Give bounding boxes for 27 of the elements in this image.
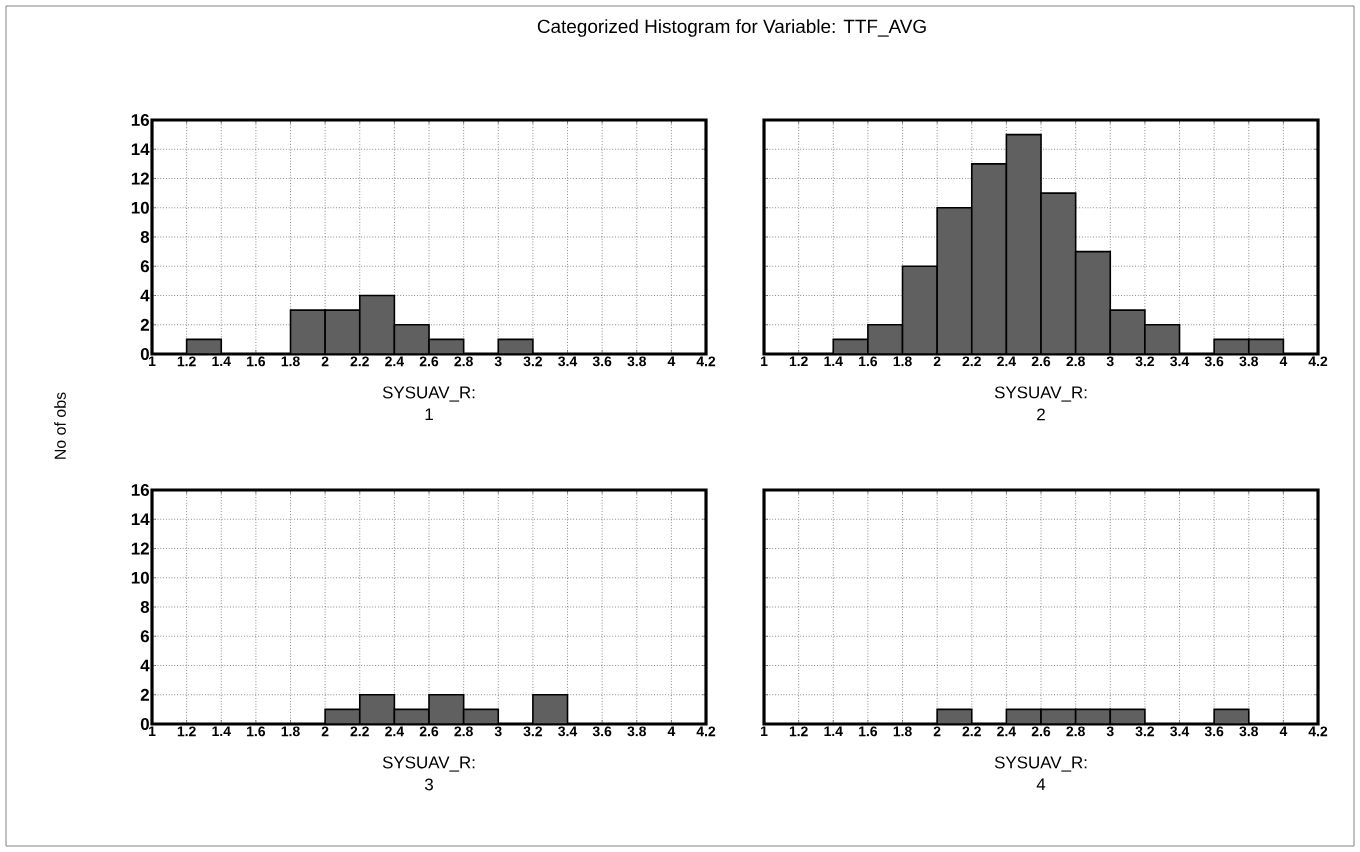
y-tick-label: 2	[140, 688, 149, 701]
y-tick-label: 2	[140, 318, 149, 331]
y-tick-label: 16	[131, 114, 150, 126]
y-tick-label: 6	[140, 630, 150, 643]
y-tick-label: 12	[131, 542, 149, 555]
text: 2	[1037, 408, 1045, 421]
y-tick-label: 8	[140, 601, 150, 613]
text: 3	[424, 778, 433, 791]
y-tick-label: 14	[131, 513, 150, 526]
text: 4	[1036, 778, 1046, 791]
y-tick-label: 16	[131, 484, 150, 496]
x-axis-title: SYSUAV_R:	[994, 386, 1087, 402]
y-tick-label: 4	[140, 659, 150, 672]
chart-title: Categorized Histogram for Variable: TTF_AVG	[537, 19, 926, 37]
y-tick-label: 8	[140, 231, 150, 243]
x-axis-title: SYSUAV_R:	[382, 386, 475, 402]
y-tick-label: 6	[140, 260, 150, 273]
y-tick-label: 10	[131, 201, 149, 214]
x-axis-title: SYSUAV_R:	[382, 756, 475, 772]
x-axis-title: SYSUAV_R:	[994, 756, 1087, 772]
y-tick-label: 0	[140, 718, 149, 730]
y-tick-label: 0	[140, 348, 149, 360]
y-tick-label: 14	[131, 143, 150, 156]
y-tick-label: 4	[140, 289, 150, 302]
text: 1	[425, 408, 433, 421]
y-tick-label: 12	[131, 172, 149, 185]
y-tick-label: 10	[131, 571, 149, 584]
